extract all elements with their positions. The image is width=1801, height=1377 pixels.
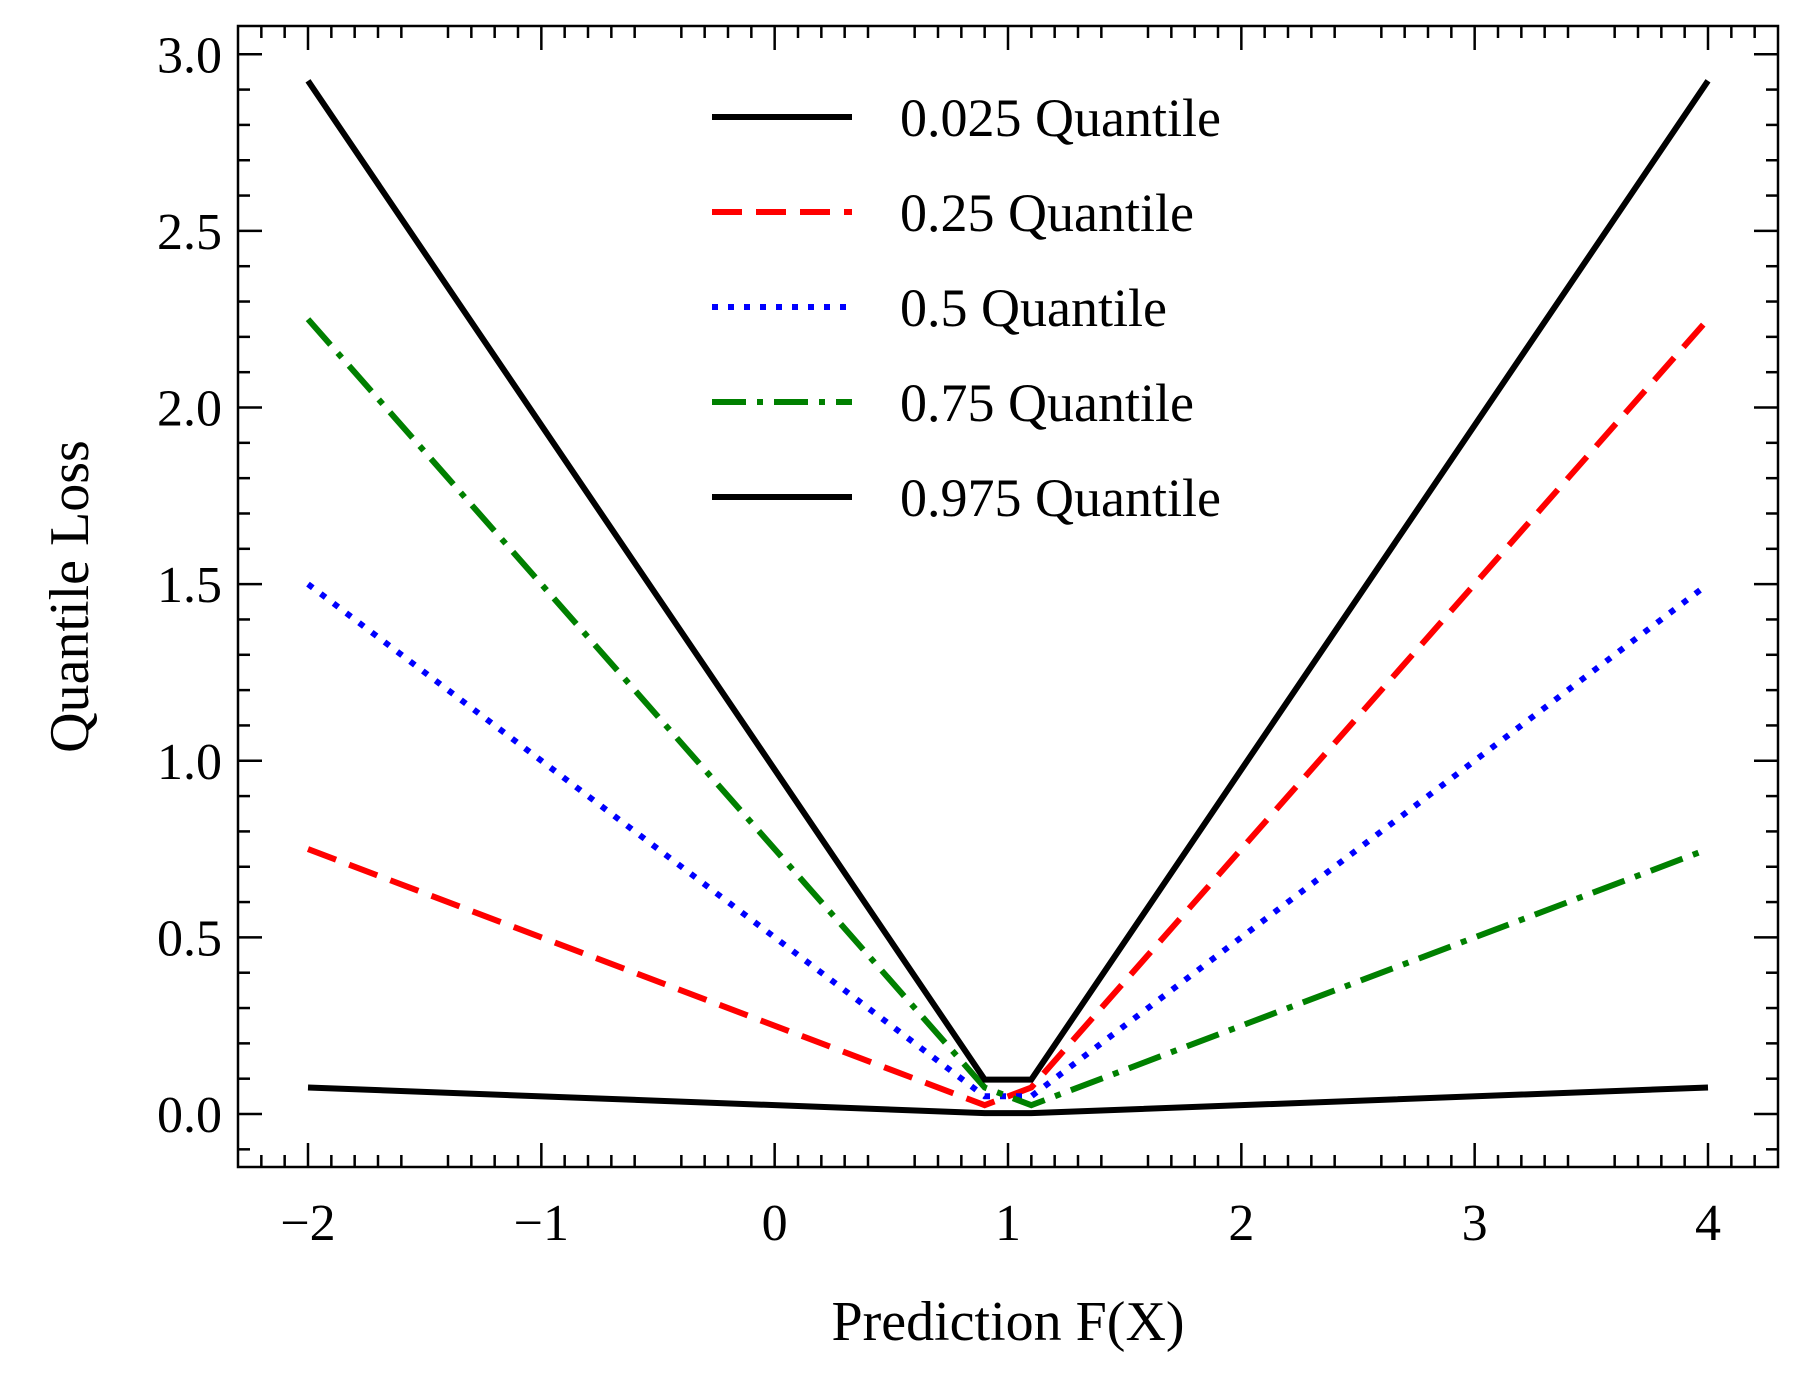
series-line-1 xyxy=(306,317,1711,1109)
y-tick-label: 1.0 xyxy=(157,734,222,791)
y-tick-label: 2.5 xyxy=(157,204,222,261)
legend-label-3: 0.75 Quantile xyxy=(900,373,1194,433)
series-layer xyxy=(305,79,1711,1117)
series-line-0 xyxy=(307,1084,1709,1117)
x-tick-label: −1 xyxy=(514,1195,569,1252)
legend-label-0: 0.025 Quantile xyxy=(900,88,1221,148)
x-tick-label: 3 xyxy=(1462,1195,1488,1252)
y-axis-label: Quantile Loss xyxy=(39,440,101,753)
series-line-3 xyxy=(305,317,1710,1109)
y-tick-label: 2.0 xyxy=(157,381,222,438)
x-tick-label: 0 xyxy=(762,1195,788,1252)
label-layer: −2 −1 0 1 2 3 4 0.0 0.5 1.0 1.5 2.0 2.5 3.0 xyxy=(157,27,1721,1252)
plot-frame xyxy=(236,24,1780,1169)
series-line-4 xyxy=(305,79,1711,1083)
legend: 0.025 Quantile 0.25 Quantile 0.5 Quantile 0… xyxy=(712,88,1221,528)
y-tick-label: 0.5 xyxy=(157,910,222,967)
tick-layer xyxy=(238,26,1778,1167)
legend-label-1: 0.25 Quantile xyxy=(900,183,1194,243)
x-axis-label: Prediction F(X) xyxy=(831,1291,1184,1353)
y-tick-label: 1.5 xyxy=(157,557,222,614)
legend-label-2: 0.5 Quantile xyxy=(900,278,1167,338)
legend-label-4: 0.975 Quantile xyxy=(900,468,1221,528)
x-tick-label: 1 xyxy=(995,1195,1021,1252)
y-tick-label: 3.0 xyxy=(157,27,222,84)
x-tick-label: 2 xyxy=(1228,1195,1254,1252)
y-tick-label: 0.0 xyxy=(157,1087,222,1144)
x-tick-label: −2 xyxy=(280,1195,335,1252)
x-tick-label: 4 xyxy=(1695,1195,1721,1252)
